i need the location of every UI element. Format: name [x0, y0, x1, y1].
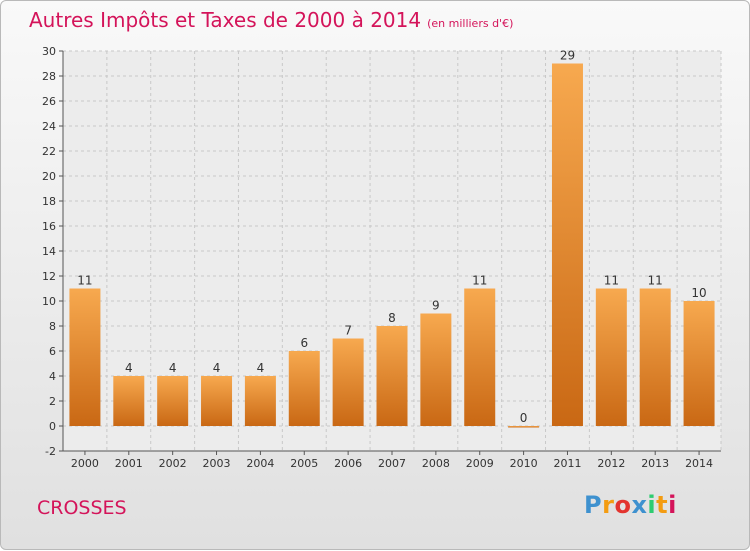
- y-tick-label: 16: [42, 220, 56, 233]
- y-tick-label: 2: [49, 395, 56, 408]
- data-label: 6: [300, 336, 308, 350]
- logo-letter: r: [602, 491, 615, 519]
- data-label: 4: [169, 361, 177, 375]
- bar: [508, 426, 540, 428]
- data-label: 4: [125, 361, 133, 375]
- proxiti-logo[interactable]: Proxiti: [584, 491, 677, 519]
- data-label: 4: [213, 361, 221, 375]
- bar: [332, 338, 364, 426]
- x-tick-label: 2013: [641, 457, 669, 470]
- y-tick-label: 4: [49, 370, 56, 383]
- y-tick-label: 22: [42, 145, 56, 158]
- y-tick-label: 30: [42, 45, 56, 58]
- chart-title: Autres Impôts et Taxes de 2000 à 2014 (en…: [29, 8, 513, 32]
- data-label: 10: [691, 286, 706, 300]
- data-label: 4: [257, 361, 265, 375]
- logo-letter: i: [647, 491, 657, 519]
- data-label: 11: [472, 274, 487, 288]
- chart-title-text: Autres Impôts et Taxes de 2000 à 2014: [29, 8, 422, 32]
- y-tick-label: 6: [49, 345, 56, 358]
- y-tick-label: 28: [42, 70, 56, 83]
- y-tick-label: 24: [42, 120, 56, 133]
- bar: [113, 376, 145, 426]
- y-tick-label: 26: [42, 95, 56, 108]
- y-tick-label: 20: [42, 170, 56, 183]
- data-label: 11: [604, 274, 619, 288]
- x-tick-label: 2011: [553, 457, 581, 470]
- bar: [376, 326, 408, 426]
- x-tick-label: 2012: [597, 457, 625, 470]
- x-tick-label: 2007: [378, 457, 406, 470]
- x-tick-label: 2006: [334, 457, 362, 470]
- commune-name: CROSSES: [37, 497, 127, 519]
- y-tick-label: 0: [49, 420, 56, 433]
- logo-letter: P: [584, 491, 603, 519]
- bar: [551, 63, 583, 426]
- bar: [288, 351, 320, 426]
- x-tick-label: 2005: [290, 457, 318, 470]
- x-tick-label: 2002: [159, 457, 187, 470]
- y-tick-label: -2: [45, 445, 56, 458]
- x-tick-label: 2009: [466, 457, 494, 470]
- chart-unit: (en milliers d'€): [427, 17, 514, 30]
- y-tick-label: 12: [42, 270, 56, 283]
- logo-letter: i: [668, 491, 677, 519]
- logo-letter: t: [656, 491, 669, 519]
- bar: [201, 376, 233, 426]
- logo-letter: x: [631, 491, 648, 519]
- data-label: 29: [560, 49, 575, 63]
- x-tick-label: 2003: [203, 457, 231, 470]
- x-tick-label: 2001: [115, 457, 143, 470]
- bar: [69, 288, 101, 426]
- data-label: 11: [77, 274, 92, 288]
- y-tick-label: 14: [42, 245, 56, 258]
- y-tick-label: 18: [42, 195, 56, 208]
- x-tick-label: 2014: [685, 457, 713, 470]
- x-tick-label: 2008: [422, 457, 450, 470]
- logo-letter: o: [614, 491, 632, 519]
- data-label: 11: [648, 274, 663, 288]
- x-tick-label: 2000: [71, 457, 99, 470]
- bar: [464, 288, 496, 426]
- data-label: 9: [432, 299, 440, 313]
- x-tick-label: 2010: [510, 457, 538, 470]
- data-label: 7: [344, 324, 352, 338]
- x-tick-label: 2004: [246, 457, 274, 470]
- bar: [420, 313, 452, 426]
- data-label: 8: [388, 311, 396, 325]
- y-tick-label: 10: [42, 295, 56, 308]
- bar: [683, 301, 715, 426]
- y-tick-label: 8: [49, 320, 56, 333]
- bar: [157, 376, 189, 426]
- data-label: 0: [520, 411, 528, 425]
- bar: [639, 288, 671, 426]
- bar: [595, 288, 627, 426]
- bar: [244, 376, 276, 426]
